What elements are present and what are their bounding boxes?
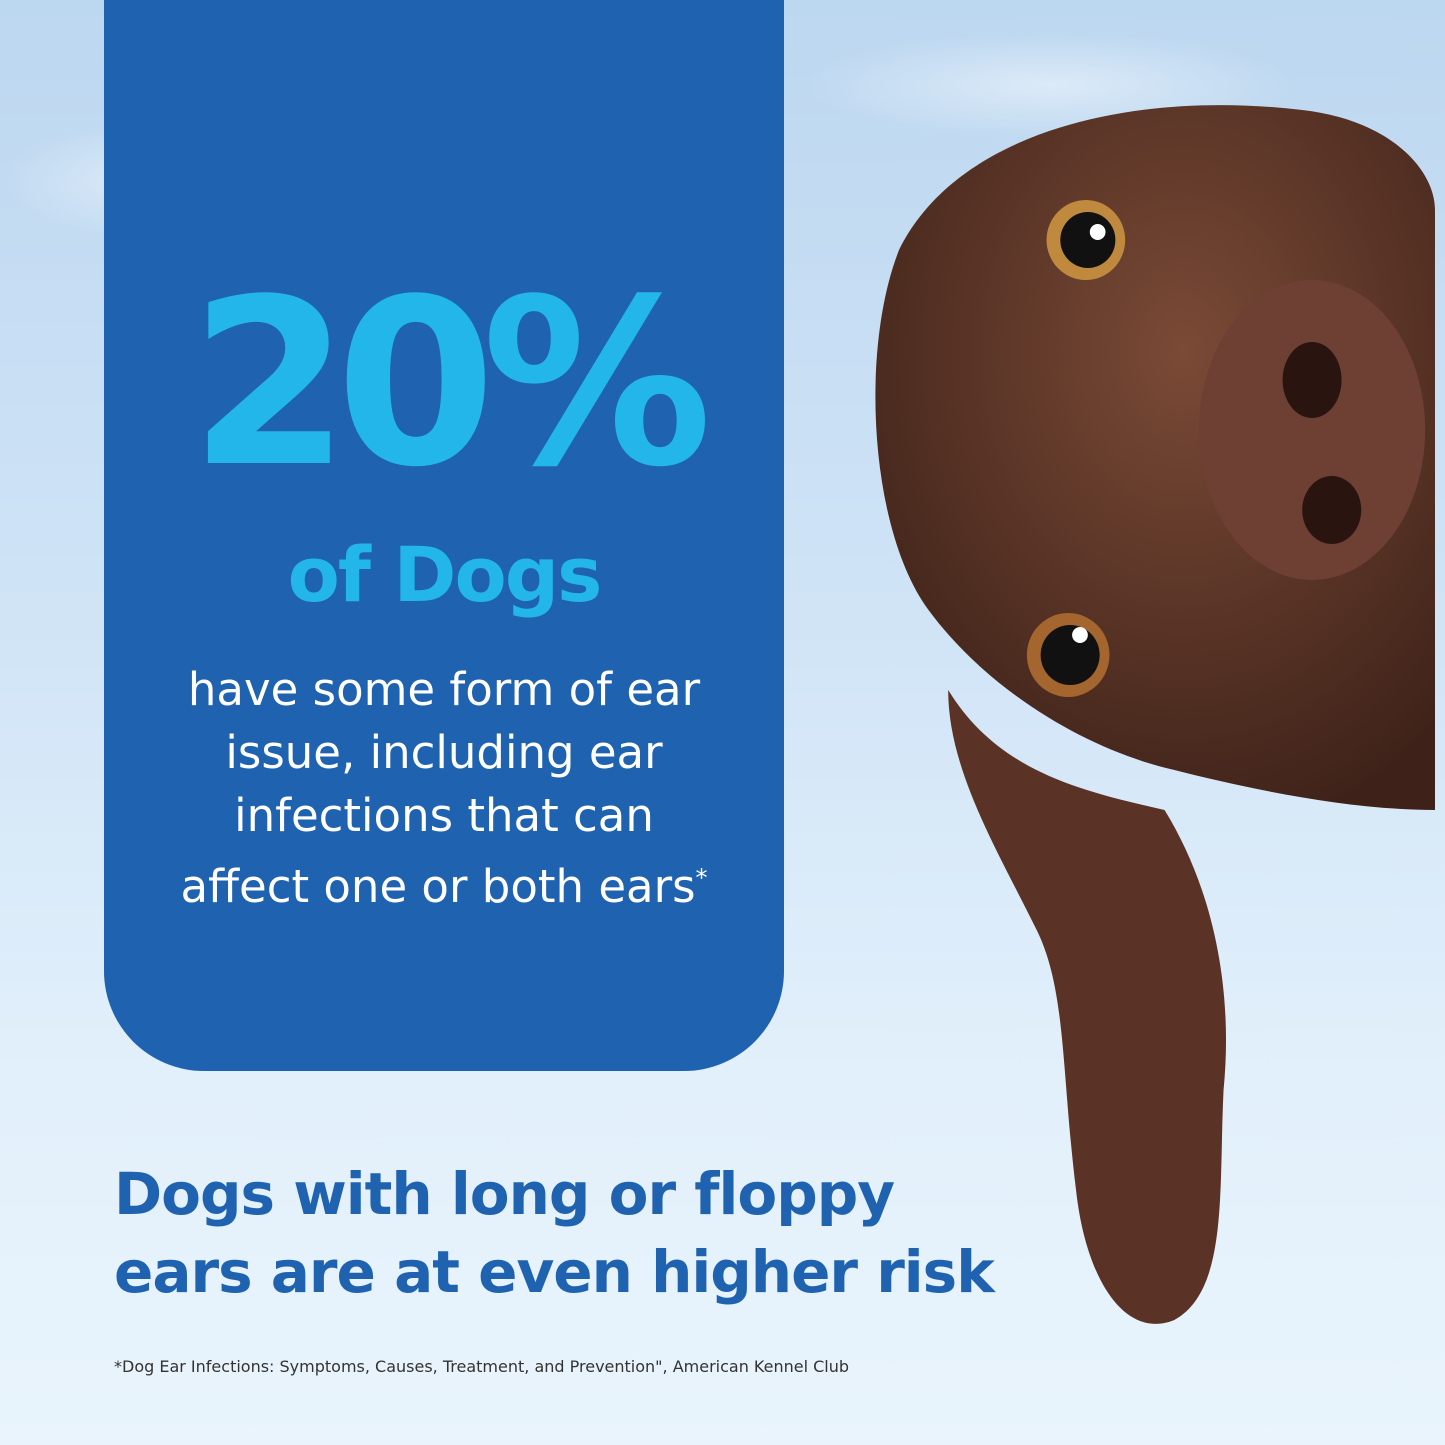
footnote-marker: * bbox=[695, 864, 708, 892]
dog-nose bbox=[1198, 280, 1426, 580]
stat-subject: of Dogs bbox=[287, 530, 603, 619]
dog-head bbox=[875, 105, 1435, 810]
footnote: *Dog Ear Infections: Symptoms, Causes, T… bbox=[114, 1357, 850, 1376]
dog-eye bbox=[1026, 613, 1110, 697]
stat-panel: 20% of Dogs have some form of ear issue,… bbox=[104, 0, 784, 1071]
headline-line-1: Dogs with long or floppy bbox=[114, 1160, 895, 1228]
dog-ear bbox=[948, 690, 1227, 1324]
headline: Dogs with long or floppy ears are at eve… bbox=[114, 1155, 1114, 1311]
description-text: have some form of ear issue, including e… bbox=[180, 663, 701, 913]
dog-eye bbox=[1046, 200, 1126, 280]
headline-line-2: ears are at even higher risk bbox=[114, 1238, 995, 1306]
stat-description: have some form of ear issue, including e… bbox=[164, 658, 724, 918]
dog-photo bbox=[875, 105, 1435, 1324]
stat-value: 20% bbox=[189, 251, 713, 518]
dog-nostril bbox=[1282, 342, 1342, 418]
dog-nostril bbox=[1302, 476, 1362, 544]
